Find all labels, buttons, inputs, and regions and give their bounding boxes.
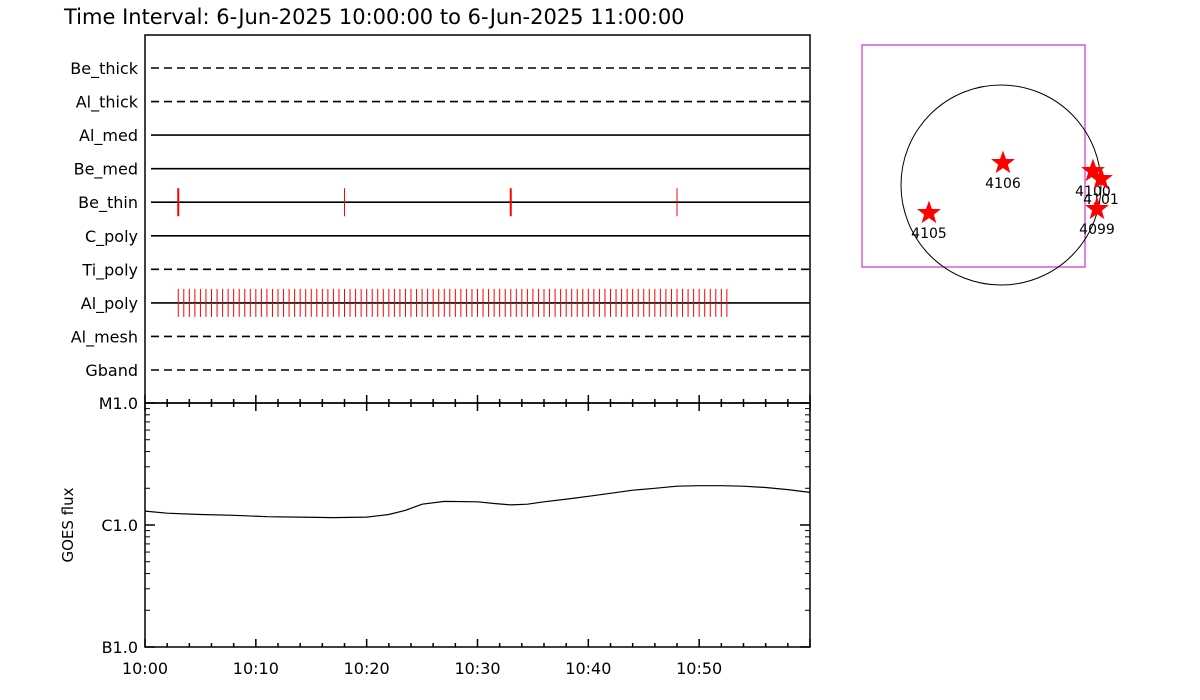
channel-label: Al_med <box>79 126 138 146</box>
channel-label: Al_thick <box>76 93 139 113</box>
channel-label: Al_poly <box>81 294 138 314</box>
channel-label: Be_thick <box>70 59 138 79</box>
goes-x-tick-label: 10:10 <box>233 659 279 678</box>
active-region-star <box>991 150 1015 174</box>
channel-label: Be_med <box>74 160 138 180</box>
goes-y-tick-label: M1.0 <box>99 394 138 413</box>
active-region-star <box>1085 196 1109 220</box>
goes-y-tick-label: B1.0 <box>102 638 138 657</box>
timeline-frame <box>144 34 811 404</box>
active-region-star <box>917 200 941 224</box>
solar-limb-circle <box>900 84 1102 286</box>
channel-timeline-panel: Be_thick Al_thick Al_med Be_med Be_thin C_pol… <box>70 34 811 404</box>
active-region-label: 4101 <box>1083 192 1119 208</box>
channel-label: C_poly <box>85 227 138 247</box>
active-region-label: 4099 <box>1079 222 1115 238</box>
channel-label: Be_thin <box>78 193 138 213</box>
active-region-label: 4106 <box>985 176 1021 192</box>
channel-label: Al_mesh <box>71 327 138 347</box>
goes-flux-curve <box>144 485 811 519</box>
goes-x-tick-label: 10:40 <box>565 659 611 678</box>
goes-x-tick-label: 10:00 <box>122 659 168 678</box>
goes-flux-panel: M1.0 C1.0 B1.0 GOES flux 10:00 10:10 10:20 10:3… <box>59 394 811 678</box>
goes-y-tick-label: C1.0 <box>101 516 138 535</box>
channel-label: Ti_poly <box>81 260 138 280</box>
active-region-label: 4100 <box>1075 184 1111 200</box>
goes-frame <box>144 402 811 648</box>
active-region-star <box>1089 166 1113 190</box>
active-region-label: 4105 <box>911 226 947 242</box>
channel-label: Gband <box>85 361 138 380</box>
chart-title: Time Interval: 6-Jun-2025 10:00:00 to 6-… <box>63 5 685 29</box>
field-of-view-box <box>861 44 1086 268</box>
goes-x-tick-label: 10:30 <box>454 659 500 678</box>
goes-x-tick-label: 10:50 <box>676 659 722 678</box>
goes-y-axis-label: GOES flux <box>59 487 77 562</box>
goes-x-tick-label: 10:20 <box>344 659 390 678</box>
